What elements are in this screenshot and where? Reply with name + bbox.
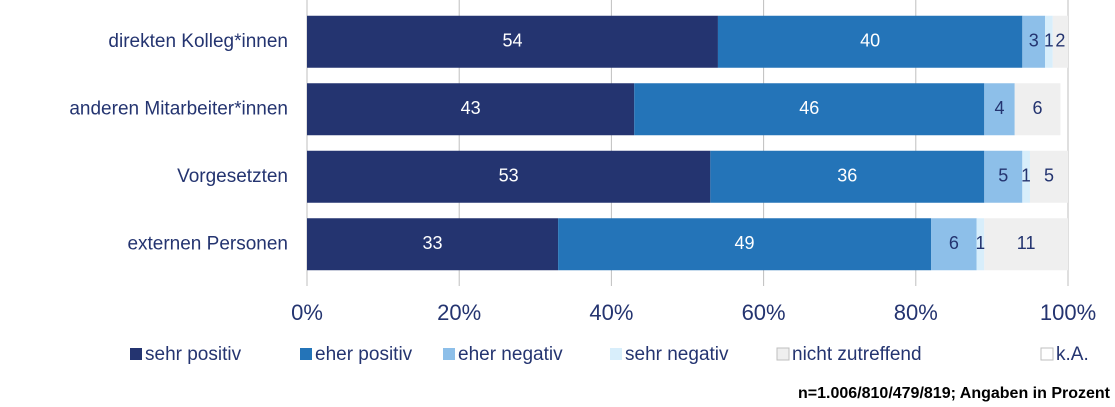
data-label: 3 [1029, 31, 1039, 51]
legend-swatch [610, 348, 622, 360]
legend-swatch [130, 348, 142, 360]
x-tick-label: 80% [894, 300, 938, 325]
x-tick-label: 40% [589, 300, 633, 325]
x-tick-label: 20% [437, 300, 481, 325]
bar-segment [984, 218, 1068, 271]
bar-segment [1029, 150, 1068, 203]
data-label: 54 [502, 31, 522, 51]
data-label: 1 [1044, 31, 1054, 51]
legend-label: k.A. [1056, 344, 1089, 365]
data-label: 1 [1021, 166, 1031, 186]
data-label: 43 [461, 98, 481, 118]
data-label: 2 [1055, 31, 1065, 51]
legend-label: sehr negativ [625, 344, 729, 365]
data-label: 5 [998, 166, 1008, 186]
bar-segment [1045, 15, 1053, 68]
bar-segment [1022, 15, 1046, 68]
data-label: 53 [499, 166, 519, 186]
bar-segment [307, 15, 718, 68]
legend-label: sehr positiv [145, 344, 242, 365]
legend-swatch [776, 347, 790, 361]
data-label: 6 [1033, 98, 1043, 118]
category-label: externen Personen [127, 233, 288, 254]
bar-segment [1052, 15, 1068, 68]
legend-swatch [300, 348, 312, 360]
bar-segment [984, 150, 1023, 203]
data-label: 33 [423, 233, 443, 253]
bar-segment [710, 150, 985, 203]
legend-swatch [443, 348, 455, 360]
bar-segment [1022, 150, 1030, 203]
data-label: 49 [735, 233, 755, 253]
x-tick-label: 100% [1040, 300, 1096, 325]
bar-segment [307, 218, 559, 271]
bar-segment [307, 150, 711, 203]
x-tick-label: 60% [742, 300, 786, 325]
data-label: 5 [1044, 166, 1054, 186]
bar-segment [558, 218, 932, 271]
legend-label: eher positiv [315, 344, 413, 365]
legend-label: eher negativ [458, 344, 563, 365]
bar-segment [1014, 83, 1061, 136]
legend-swatch [1040, 347, 1054, 361]
x-tick-label: 0% [291, 300, 323, 325]
category-label: direkten Kolleg*innen [108, 31, 288, 52]
footnote: n=1.006/810/479/819; Angaben in Prozent [798, 385, 1111, 402]
data-label: 6 [949, 233, 959, 253]
data-label: 4 [995, 98, 1005, 118]
data-label: 11 [1017, 233, 1036, 253]
category-label: Vorgesetzten [177, 166, 288, 187]
bar-segment [984, 83, 1015, 136]
bar-segment [976, 218, 985, 271]
legend-label: nicht zutreffend [792, 344, 922, 365]
category-label: anderen Mitarbeiter*innen [69, 98, 288, 119]
bar-segment [931, 218, 977, 271]
bar-segment [717, 15, 1023, 68]
data-label: 36 [837, 166, 857, 186]
bar-segment [307, 83, 635, 136]
bar-segment [634, 83, 985, 136]
data-label: 46 [799, 98, 819, 118]
data-label: 40 [860, 31, 880, 51]
data-label: 1 [975, 233, 985, 253]
